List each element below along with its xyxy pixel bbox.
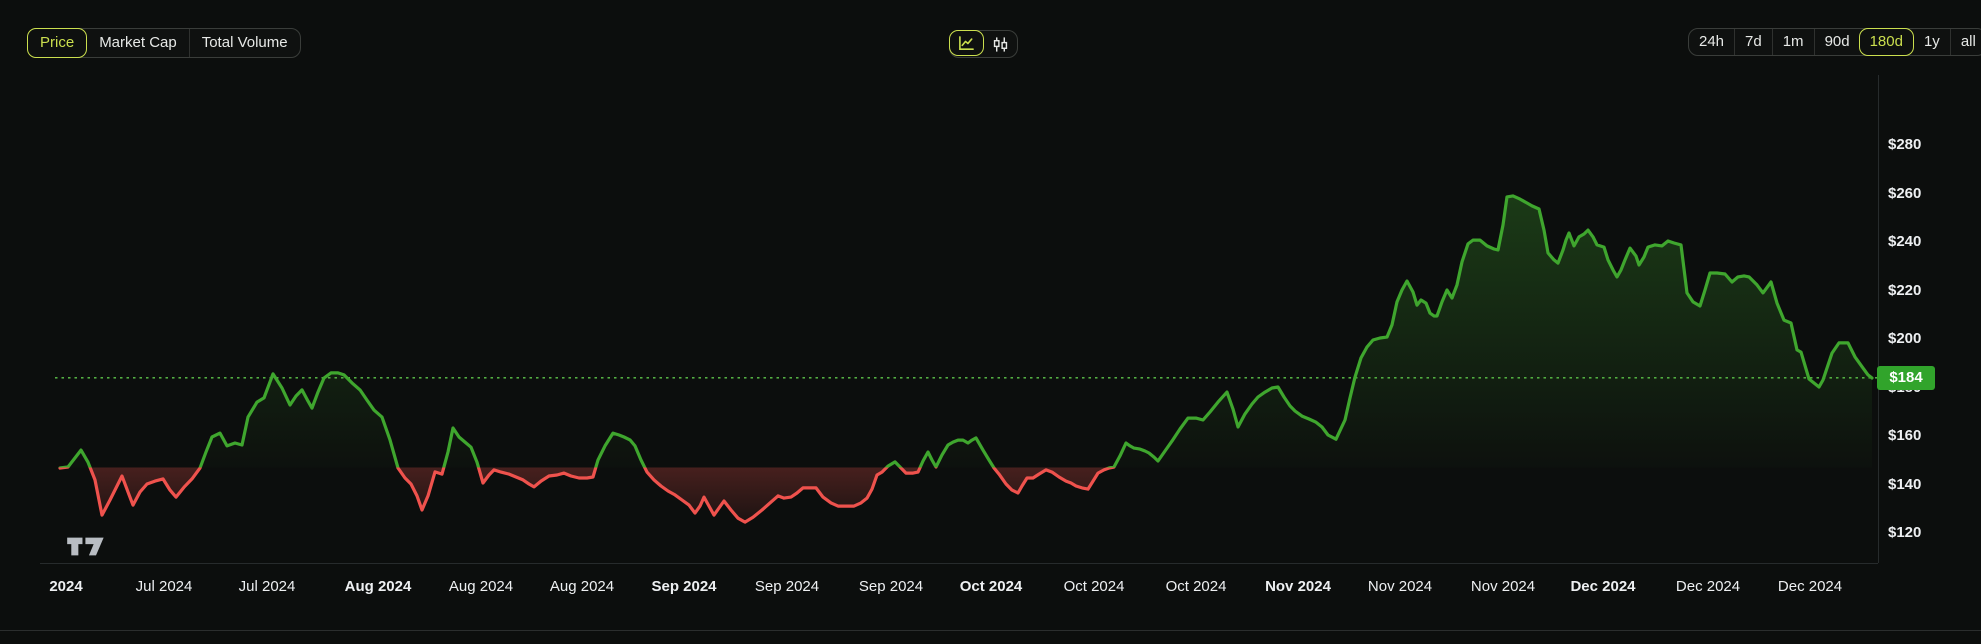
range-1y[interactable]: 1y — [1923, 33, 1940, 50]
x-axis-label: 2024 — [49, 578, 83, 595]
x-axis-label: Nov 2024 — [1367, 578, 1433, 595]
x-axis-label: Aug 2024 — [448, 578, 514, 595]
x-axis-label: Dec 2024 — [1675, 578, 1741, 595]
candlestick-icon — [992, 36, 1009, 53]
range-180d[interactable]: 180d — [1858, 28, 1914, 56]
x-axis-label: Oct 2024 — [959, 578, 1023, 595]
tradingview-logo[interactable] — [66, 536, 106, 562]
metric-tab-total-volume[interactable]: Total Volume — [188, 29, 300, 57]
x-axis-label: Oct 2024 — [1063, 578, 1125, 595]
y-axis-label: $280 — [1888, 136, 1922, 153]
y-axis-label: $220 — [1888, 281, 1922, 299]
chart-type-toggle-group — [949, 30, 1018, 58]
range-90d[interactable]: 90d — [1813, 29, 1860, 55]
x-axis-label: Sep 2024 — [651, 578, 717, 595]
x-axis-label: Jul 2024 — [238, 578, 296, 595]
metric-tab-market-cap[interactable]: Market Cap — [99, 34, 177, 51]
range-all[interactable]: all — [1949, 29, 1981, 55]
x-axis-label: Aug 2024 — [344, 578, 412, 595]
x-axis-label: Sep 2024 — [754, 578, 820, 595]
range-24h[interactable]: 24h — [1699, 33, 1725, 50]
x-axis-label: Aug 2024 — [549, 578, 615, 595]
x-axis-label: Nov 2024 — [1265, 578, 1331, 595]
y-axis-label: $120 — [1888, 524, 1922, 541]
y-axis-label: $260 — [1888, 184, 1922, 202]
range-7d[interactable]: 7d — [1734, 29, 1772, 55]
chart-type-candlestick[interactable] — [983, 31, 1017, 57]
x-axis-label: Sep 2024 — [858, 578, 924, 595]
metric-tab-price[interactable]: Price — [27, 28, 88, 58]
current-price-badge: $184 — [1877, 365, 1935, 390]
y-axis-label: $160 — [1888, 427, 1922, 444]
range-1m[interactable]: 1m — [1771, 29, 1814, 55]
x-axis-label: Oct 2024 — [1165, 578, 1227, 595]
line-chart-icon — [958, 35, 975, 52]
y-axis-label: $140 — [1888, 475, 1922, 493]
chart-type-line-chart[interactable] — [949, 30, 984, 56]
x-axis-label: Nov 2024 — [1470, 578, 1536, 595]
time-range-group: 24h 7d 1m 90d 180d 1y all — [1688, 28, 1981, 56]
y-axis-label: $240 — [1888, 233, 1922, 250]
metric-toggle-group: Price Market Cap Total Volume — [27, 28, 301, 58]
x-axis-label: Jul 2024 — [135, 578, 193, 595]
bottom-divider — [0, 630, 1981, 631]
y-axis-label: $200 — [1888, 330, 1922, 347]
x-axis-label: Dec 2024 — [1777, 578, 1843, 595]
x-axis-label: Dec 2024 — [1570, 578, 1636, 595]
